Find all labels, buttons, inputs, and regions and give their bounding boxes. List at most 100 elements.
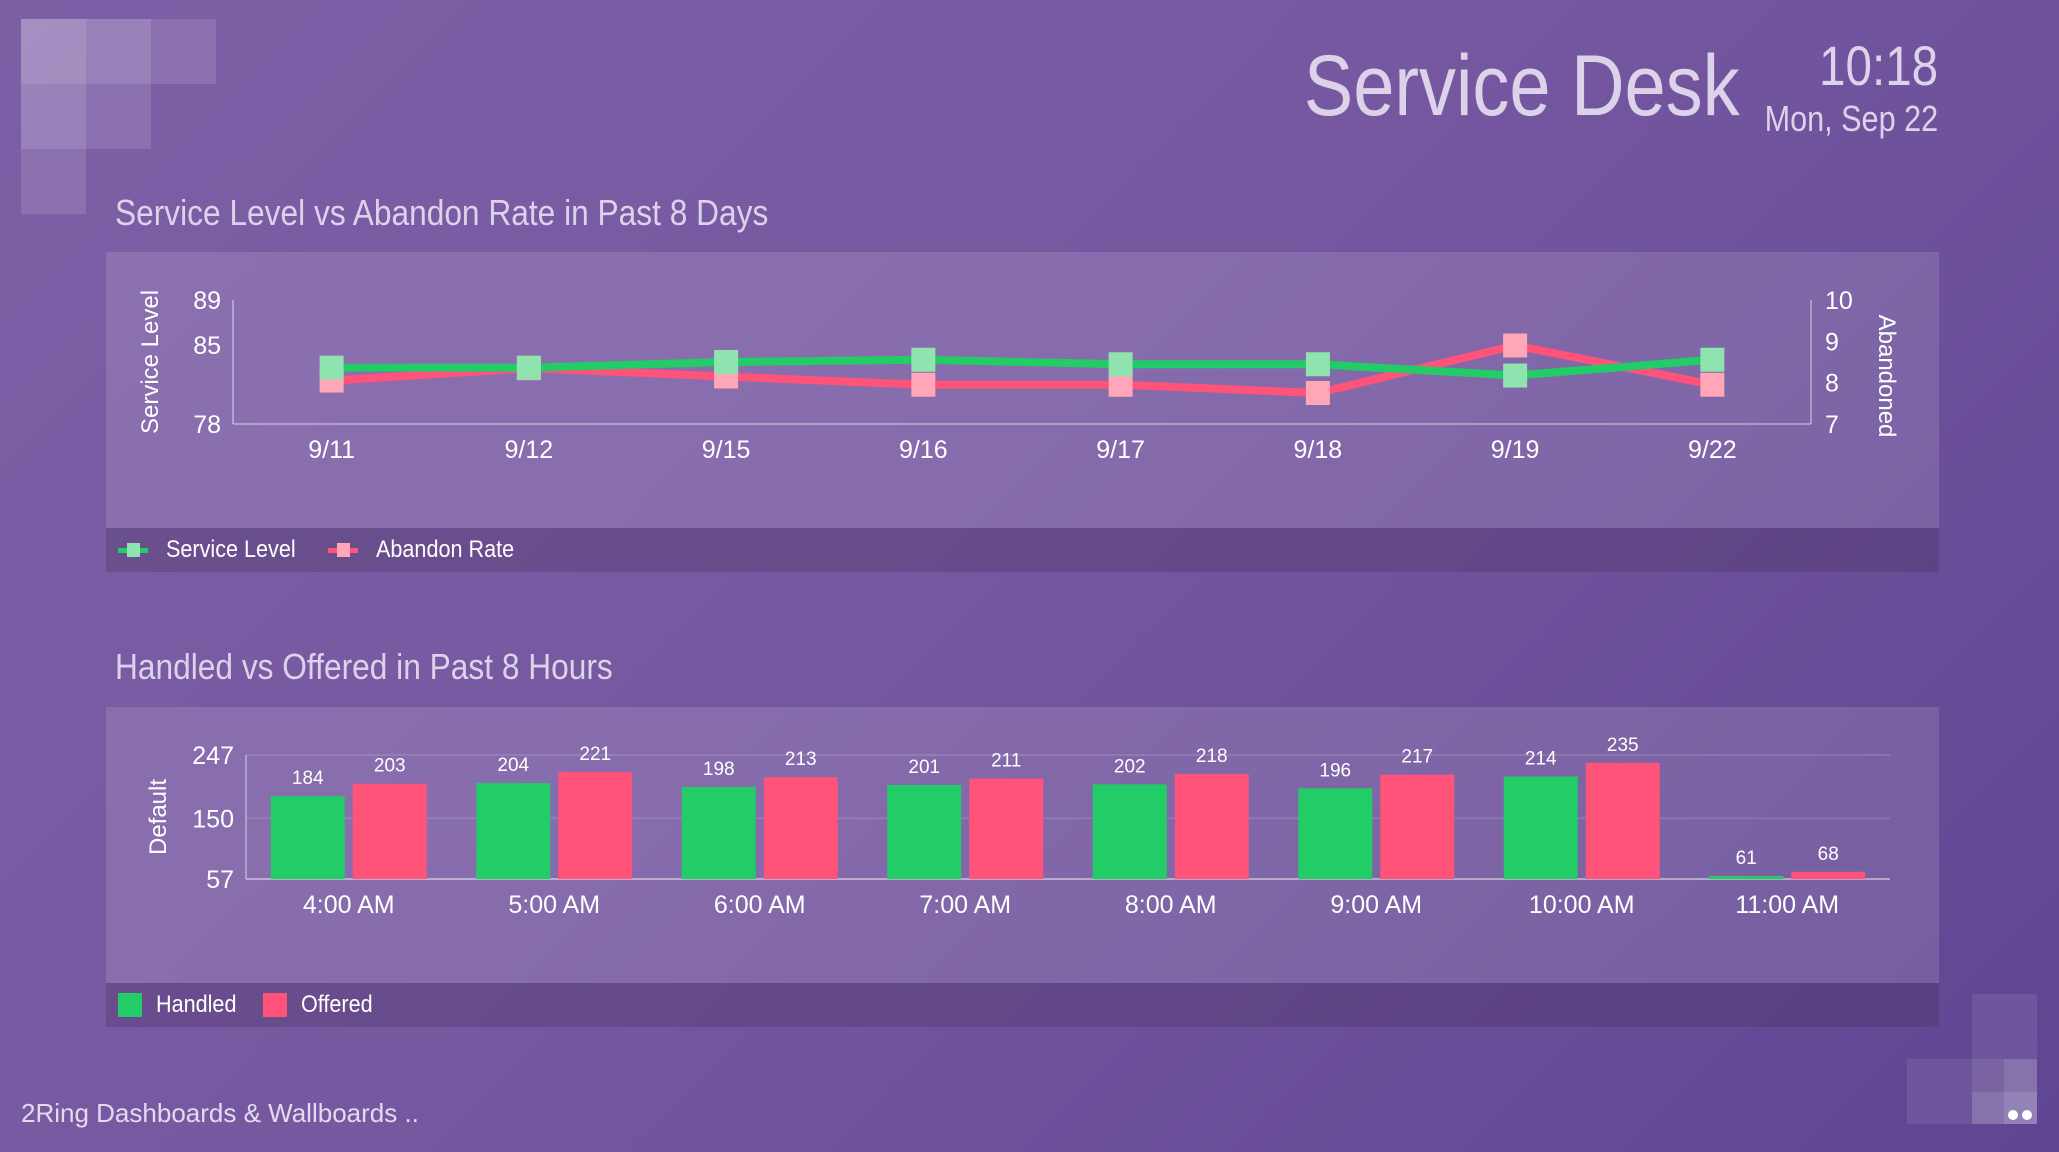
offered-bar [1380,774,1455,879]
x-tick-label: 9/18 [1294,436,1343,464]
x-tick-label: 9/12 [505,436,554,464]
handled-bar [1298,788,1373,879]
deco-tile [1972,1092,2004,1124]
legend-label: Abandon Rate [376,536,515,563]
offered-bar [969,778,1044,879]
y-tick-label: 78 [193,411,221,439]
abandon-rate-point [1700,372,1725,397]
x-tick-label: 11:00 AM [1735,891,1839,919]
legend-label: Service Level [166,536,296,563]
offered-value-label: 218 [1196,746,1228,767]
handled-bar [270,796,345,879]
bar-chart-panel: 247 150 57 Default 184 203 4:00 AM 204 221 5:00 A… [106,707,1939,983]
service-level-point [1700,347,1725,372]
header: Service Desk 10:18 Mon, Sep 22 [1233,38,1938,140]
line-chart-legend: Service Level Abandon Rate [106,528,1939,572]
handled-value-label: 204 [497,755,529,776]
line-chart-title: Service Level vs Abandon Rate in Past 8 … [115,192,769,233]
line-square-marker-icon [328,542,359,558]
square-swatch-icon [263,993,288,1017]
offered-value-label: 221 [579,744,611,765]
abandon-rate-point [1108,372,1133,397]
handled-bar [887,785,962,879]
deco-tile [1907,1059,1972,1124]
legend-item-offered[interactable]: Offered [263,991,381,1019]
abandon-rate-point [1305,381,1330,405]
legend-label: Offered [301,991,374,1018]
service-level-point [1108,352,1133,377]
y-axis-title: Service Level [137,290,164,434]
x-tick-label: 6:00 AM [714,891,806,919]
bar-chart-title: Handled vs Offered in Past 8 Hours [115,646,613,687]
y-tick-label: 89 [193,287,221,315]
x-tick-label: 9/16 [899,436,948,464]
handled-bar [1503,776,1578,879]
legend-label: Handled [156,991,237,1018]
service-level-point [319,355,344,380]
y-right-axis-title: Abandoned [1873,315,1900,438]
handled-value-label: 214 [1525,749,1557,770]
handled-bar [681,786,756,879]
legend-item-abandon-rate[interactable]: Abandon Rate [328,536,529,564]
offered-value-label: 213 [785,749,817,770]
y-axis-title: Default [145,779,172,855]
handled-bar [1092,784,1167,879]
service-level-line [331,355,1713,380]
handled-value-label: 198 [703,759,735,780]
bar-chart: 247 150 57 Default 184 203 4:00 AM 204 221 5:00 A… [145,735,1890,919]
logo-tile [86,84,151,149]
service-level-point [516,355,541,380]
line-square-marker-icon [118,542,148,558]
logo-tile [86,19,151,84]
handled-value-label: 202 [1114,756,1146,777]
offered-bar [558,771,633,879]
x-tick-label: 7:00 AM [919,891,1011,919]
page-indicator-dot[interactable] [2022,1110,2032,1120]
deco-tile [2004,1092,2037,1124]
service-level-point [714,350,739,374]
handled-bar [1709,876,1784,879]
x-tick-label: 9/11 [308,436,355,464]
deco-tile [1972,994,2037,1059]
abandon-rate-point [1503,333,1528,358]
logo-tile [21,149,86,214]
bar-chart-legend: Handled Offered [106,983,1939,1027]
x-tick-label: 9/15 [702,436,751,464]
x-tick-label: 4:00 AM [303,891,395,919]
logo-tile [21,19,86,84]
handled-value-label: 184 [292,768,324,789]
y-tick-label: 247 [192,742,234,770]
deco-tile [1972,1059,2004,1092]
offered-bar [763,777,838,879]
app-title: Service Desk [1304,38,1740,134]
footer-text: 2Ring Dashboards & Wallboards .. [21,1098,419,1128]
offered-bar [1585,762,1660,879]
square-swatch-icon [118,993,142,1017]
y-right-tick-label: 10 [1825,287,1853,315]
offered-bar [1174,773,1249,879]
y-right-tick-label: 8 [1825,370,1839,398]
page-indicator-dot[interactable] [2008,1110,2018,1120]
deco-tile [2004,1059,2037,1092]
y-right-tick-label: 7 [1825,411,1839,439]
line-chart-panel: 89 85 78 10 9 8 7 9/11 9/12 9/15 9/16 9/17 9/18 9/19 9… [106,252,1939,528]
service-level-point [911,347,936,372]
handled-value-label: 201 [908,757,940,778]
y-tick-label: 85 [193,332,221,360]
x-tick-label: 8:00 AM [1125,891,1217,919]
offered-value-label: 203 [374,756,406,777]
handled-value-label: 196 [1319,760,1351,781]
legend-item-handled[interactable]: Handled [118,991,245,1019]
logo-tile [151,19,216,84]
abandon-rate-point [911,372,936,397]
y-right-tick-label: 9 [1825,328,1839,356]
x-tick-label: 9/19 [1491,436,1540,464]
handled-value-label: 61 [1736,848,1757,869]
x-tick-label: 5:00 AM [508,891,600,919]
offered-bar [352,783,427,879]
x-tick-label: 9:00 AM [1330,891,1422,919]
service-level-point [1305,352,1330,377]
x-tick-label: 10:00 AM [1529,891,1635,919]
legend-item-service-level[interactable]: Service Level [118,536,310,564]
offered-value-label: 211 [991,750,1021,771]
